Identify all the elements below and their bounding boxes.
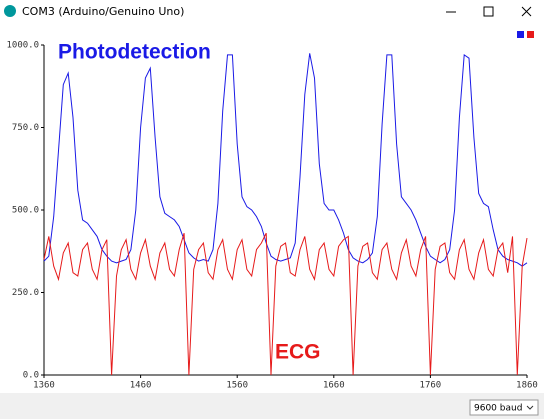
dropdown-arrow <box>526 405 534 410</box>
app-icon <box>4 5 16 17</box>
x-tick-label: 1360 <box>33 381 55 391</box>
series-line <box>43 53 528 267</box>
close-button[interactable] <box>521 6 532 17</box>
y-tick-label: 1000.0 <box>6 41 39 51</box>
baud-label: 9600 baud <box>474 404 522 414</box>
x-tick-label: 1660 <box>323 381 345 391</box>
y-tick-label: 250.0 <box>12 288 39 298</box>
window-title: COM3 (Arduino/Genuino Uno) <box>22 5 184 18</box>
x-tick-label: 1460 <box>130 381 152 391</box>
baud-dropdown[interactable] <box>469 399 539 416</box>
legend-swatch <box>527 31 534 38</box>
annotation: ECG <box>275 341 321 364</box>
y-tick-label: 500.0 <box>12 206 39 216</box>
legend-swatch <box>517 31 524 38</box>
bottom-bar <box>0 393 544 419</box>
maximize-button[interactable] <box>483 6 494 17</box>
x-tick-label: 1760 <box>420 381 442 391</box>
x-tick-label: 1560 <box>226 381 248 391</box>
annotation: Photodetection <box>58 41 211 64</box>
x-tick-label: 1860 <box>516 381 538 391</box>
y-tick-label: 0.0 <box>23 371 39 381</box>
series-line <box>43 232 528 376</box>
y-tick-label: 750.0 <box>12 123 39 133</box>
